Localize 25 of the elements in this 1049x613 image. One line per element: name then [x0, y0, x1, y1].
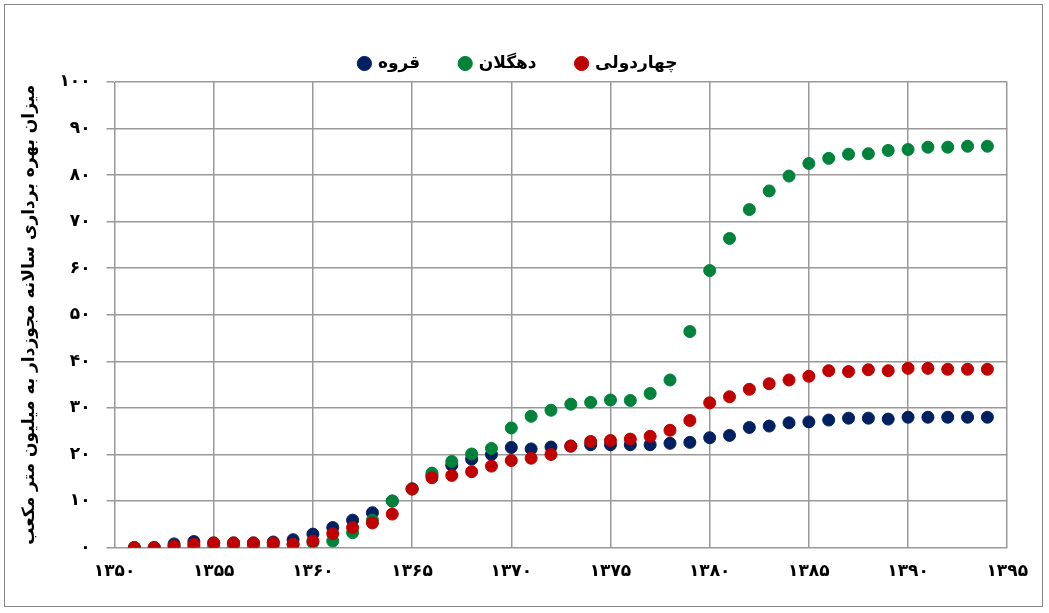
x-tick-label: ۱۳۵۰	[93, 560, 136, 581]
x-tick-label: ۱۳۷۰	[490, 560, 533, 581]
y-tick-label: ۶۰	[69, 256, 91, 277]
x-tick-label: ۱۳۹۰	[887, 560, 929, 581]
y-tick-label: ۵۰	[69, 303, 91, 324]
y-tick-label: ۷۰	[69, 210, 91, 231]
y-tick-label: ۹۰	[69, 116, 91, 137]
x-tick-label: ۱۳۶۵	[391, 560, 433, 581]
legend-label: قروه	[377, 51, 421, 73]
legend-label: چهاردولی	[595, 51, 678, 73]
x-tick-label: ۱۳۸۵	[788, 560, 830, 581]
y-tick-label: ۱۰۰	[59, 70, 91, 91]
x-tick-label: ۱۳۶۰	[292, 560, 334, 581]
x-tick-label: ۱۳۹۵	[986, 560, 1029, 581]
y-tick-label: ۱۰	[69, 489, 91, 510]
x-tick-label: ۱۳۸۰	[688, 560, 731, 581]
y-tick-label: ۸۰	[69, 163, 91, 184]
x-tick-label: ۱۳۷۵	[589, 560, 632, 581]
x-tick-label: ۱۳۵۵	[192, 560, 235, 581]
legend-label: دهگلان	[478, 51, 537, 72]
y-tick-label: ۰	[80, 536, 91, 557]
y-axis-title: میزان بهره برداری سالانه مجوزدار به میلیون متر مکعب	[17, 84, 39, 545]
y-tick-label: ۲۰	[69, 442, 91, 463]
y-tick-label: ۳۰	[69, 396, 91, 417]
y-tick-label: ۴۰	[69, 349, 91, 370]
